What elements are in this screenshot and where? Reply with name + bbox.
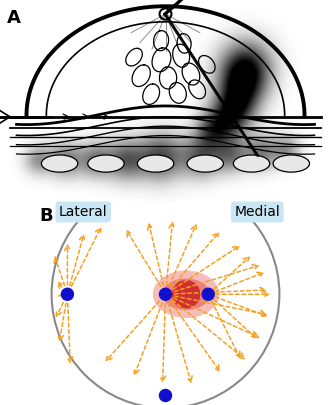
Circle shape xyxy=(172,280,200,309)
Ellipse shape xyxy=(273,155,309,172)
Ellipse shape xyxy=(162,279,210,310)
Circle shape xyxy=(202,288,214,300)
Ellipse shape xyxy=(41,155,78,172)
Ellipse shape xyxy=(187,155,223,172)
Circle shape xyxy=(160,288,171,300)
Ellipse shape xyxy=(153,271,219,318)
Ellipse shape xyxy=(137,155,174,172)
Text: A: A xyxy=(7,9,21,28)
Circle shape xyxy=(160,390,171,401)
Text: Medial: Medial xyxy=(234,205,280,219)
Text: B: B xyxy=(39,207,53,225)
Ellipse shape xyxy=(233,155,270,172)
Ellipse shape xyxy=(88,155,124,172)
Circle shape xyxy=(62,288,73,300)
Text: Lateral: Lateral xyxy=(59,205,108,219)
